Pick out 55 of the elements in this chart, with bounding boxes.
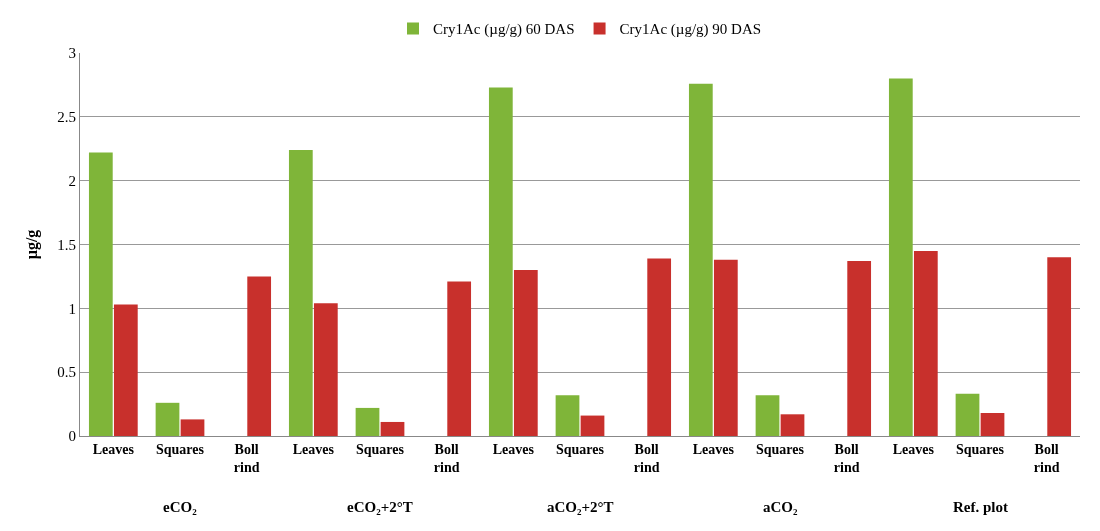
bar: [447, 281, 472, 436]
x-tick-label: Leaves: [892, 441, 935, 457]
bar: [713, 259, 738, 436]
bar: [888, 78, 913, 436]
text: eCO₂+2°T: [347, 499, 413, 515]
x-tick-label: Leaves: [292, 441, 335, 457]
bar: [313, 303, 338, 436]
x-tick-label: Leaves: [92, 441, 135, 457]
x-tick-label: Boll rind: [233, 441, 260, 475]
text: aCO₂: [763, 499, 798, 515]
x-tick-label: Boll rind: [433, 441, 460, 475]
x-tick-label: Squares: [756, 441, 805, 457]
y-tick-label: 2.5: [57, 109, 76, 126]
bar: [913, 250, 938, 436]
bar: [780, 414, 805, 436]
bar: [847, 261, 872, 436]
x-tick-label: Boll rind: [633, 441, 660, 475]
x-tick-label: Boll rind: [833, 441, 860, 475]
bar: [513, 270, 538, 436]
x-tick-label: Squares: [956, 441, 1005, 457]
bar: [1047, 257, 1072, 436]
bar: [355, 407, 380, 436]
bar: [647, 258, 672, 436]
text: eCO₂: [163, 499, 198, 515]
bar: [113, 304, 138, 436]
x-tick-label: Squares: [356, 441, 405, 457]
y-tick-label: 0: [68, 428, 76, 445]
legend-label: Cry1Ac (µg/g) 90 DAS: [619, 21, 762, 39]
bar: [688, 83, 713, 436]
y-tick-label: 1: [68, 300, 76, 317]
bar: [755, 395, 780, 436]
bar: [980, 413, 1005, 436]
x-tick-label: Squares: [156, 441, 205, 457]
text: aCO₂+2°T: [547, 499, 614, 515]
bar: [488, 87, 513, 436]
bar: [88, 152, 113, 436]
bar: [955, 393, 980, 436]
bar: [380, 421, 405, 436]
bar: [247, 276, 272, 436]
text: Ref. plot: [953, 499, 1008, 515]
x-tick-label: Squares: [556, 441, 605, 457]
x-tick-label: Leaves: [492, 441, 535, 457]
x-tick-label: Boll rind: [1033, 441, 1060, 475]
y-tick-label: 3: [68, 45, 76, 62]
bar: [180, 419, 205, 436]
legend-label: Cry1Ac (µg/g) 60 DAS: [433, 21, 575, 39]
bar: [288, 150, 313, 436]
y-axis-title: µg/g: [23, 229, 42, 260]
bar: [555, 395, 580, 436]
y-tick-label: 1.5: [57, 236, 76, 253]
bar: [155, 402, 180, 436]
x-tick-label: Leaves: [692, 441, 735, 457]
y-tick-label: 2: [68, 172, 76, 189]
bar: [580, 415, 605, 436]
y-tick-label: 0.5: [57, 364, 76, 381]
